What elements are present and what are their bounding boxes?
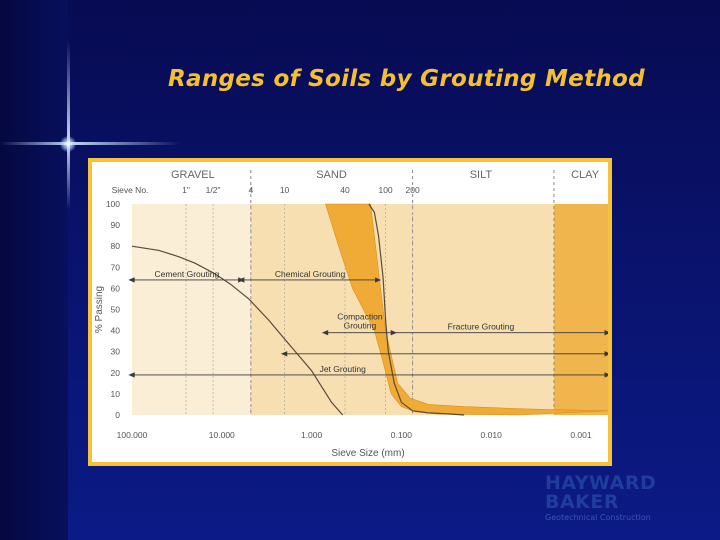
sieve-header: Sieve No. [112,185,149,195]
y-tick-label-0: 0 [115,410,120,420]
y-tick-label-80: 80 [111,241,121,251]
soil-class-label-clay: CLAY [571,169,600,181]
annotation-label-2-line2: Grouting [344,321,377,331]
y-axis-label: % Passing [94,286,105,333]
y-tick-label-20: 20 [111,368,121,378]
sieve-label-6: 200 [406,185,420,195]
logo-tagline: Geotechnical Construction [545,513,651,522]
y-tick-label-70: 70 [111,262,121,272]
annotation-label-1: Chemical Grouting [275,269,346,279]
sieve-label-1: 1/2" [206,185,221,195]
soil-class-label-silt: SILT [470,169,493,181]
sieve-label-0: 1" [182,185,190,195]
annotation-label-0: Cement Grouting [154,269,219,279]
x-tick-label-4: 0.010 [481,430,503,440]
soil-band-gravel [132,204,251,415]
y-tick-label-100: 100 [106,199,120,209]
soil-band-silt [412,204,554,415]
y-tick-label-40: 40 [111,326,121,336]
lens-flare-center [60,136,76,152]
soil-class-label-sand: SAND [316,169,347,181]
x-tick-label-2: 1.000 [301,430,323,440]
x-tick-label-3: 0.100 [391,430,413,440]
chart-frame: GRAVEL SAND SILT CLAY Sieve No. 1" 1/2" 4 10 40 10… [88,158,612,466]
y-tick-label-60: 60 [111,283,121,293]
lens-flare-vertical [67,40,70,210]
soil-band-clay [553,204,608,415]
sieve-label-4: 40 [340,185,350,195]
slide-left-band [0,0,68,540]
soil-class-label-gravel: GRAVEL [171,169,215,181]
logo-line-hayward: HAYWARD [545,472,657,494]
y-tick-label-50: 50 [111,305,121,315]
y-tick-label-30: 30 [111,347,121,357]
lens-flare-horizontal [0,142,180,145]
x-axis-label: Sieve Size (mm) [331,448,404,459]
y-tick-label-10: 10 [111,389,121,399]
y-tick-label-90: 90 [111,220,121,230]
sieve-label-2: 4 [248,185,253,195]
x-tick-label-5: 0.001 [570,430,592,440]
x-tick-label-0: 100.000 [117,430,148,440]
annotation-label-2-line1: Compaction [337,312,383,322]
annotation-label-4: Jet Grouting [320,364,367,374]
x-tick-label-1: 10.000 [209,430,235,440]
annotation-label-3: Fracture Grouting [448,322,515,332]
sieve-label-5: 100 [378,185,392,195]
slide-title: Ranges of Soils by Grouting Method [168,66,645,92]
logo-line-baker: BAKER [545,491,620,513]
sieve-label-3: 10 [280,185,290,195]
gradation-curve-1 [368,203,465,416]
company-logo: HAYWARD BAKER Geotechnical Construction [545,472,705,523]
grouting-range-chart: GRAVEL SAND SILT CLAY Sieve No. 1" 1/2" 4 10 40 10… [92,162,608,462]
